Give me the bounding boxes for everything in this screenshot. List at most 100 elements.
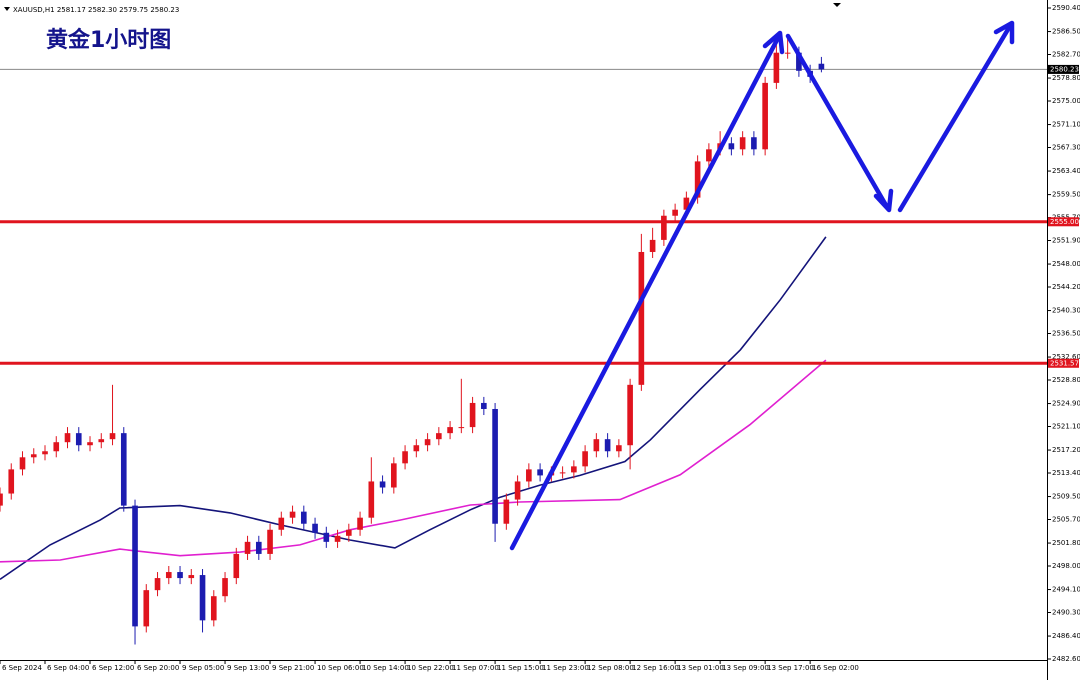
candle-body	[683, 197, 690, 210]
y-tick-label: 2513.40	[1052, 469, 1080, 477]
candle-body	[784, 52, 791, 54]
x-tick-label: 9 Sep 05:00	[182, 664, 224, 672]
candle-body	[143, 590, 150, 627]
y-tick-label: 2521.10	[1052, 423, 1080, 431]
candle-body	[154, 578, 161, 591]
level-label-bg	[1048, 358, 1079, 368]
candle-body	[391, 463, 397, 488]
x-tick-label: 13 Sep 09:00	[722, 664, 769, 672]
y-tick-label: 2563.40	[1052, 167, 1080, 175]
candle-body	[368, 481, 375, 518]
y-tick-label: 2548.00	[1052, 260, 1080, 268]
candle-body	[19, 457, 26, 470]
arrow-head	[762, 30, 785, 55]
y-tick-label: 2536.50	[1052, 330, 1080, 338]
arrow-head	[993, 20, 1015, 45]
moving-average	[0, 359, 827, 563]
y-tick-label: 2567.30	[1052, 144, 1080, 152]
y-tick-label: 2498.00	[1052, 562, 1080, 570]
candle-body	[300, 511, 307, 524]
x-tick-label: 6 Sep 2024	[2, 664, 42, 672]
y-tick-label: 2517.20	[1052, 446, 1080, 454]
current-price-label-bg	[1048, 64, 1079, 74]
plot	[0, 34, 1047, 645]
y-tick-label: 2590.40	[1052, 4, 1080, 12]
candle-body	[582, 451, 588, 467]
x-tick-label: 10 Sep 06:00	[317, 664, 364, 672]
candle-body	[188, 575, 195, 579]
y-tick-label: 2575.00	[1052, 97, 1080, 105]
candle-body	[526, 469, 532, 482]
menu-triangle	[4, 7, 10, 11]
y-tick-label: 2505.70	[1052, 516, 1080, 524]
candle-body	[616, 445, 622, 452]
candle-body	[165, 572, 172, 579]
arrow	[785, 33, 890, 210]
candle-body	[323, 532, 330, 542]
candle-body	[345, 529, 352, 536]
chart-title: 黄金1小时图	[46, 27, 171, 53]
candle-body	[706, 149, 712, 162]
candle-body	[739, 137, 746, 150]
x-tick-label: 10 Sep 22:00	[407, 664, 454, 672]
y-tick-label: 2586.50	[1052, 28, 1080, 36]
x-tick-label: 6 Sep 04:00	[47, 664, 89, 672]
level-label-bg	[1048, 217, 1079, 227]
candle-body	[762, 82, 768, 150]
candle-body	[649, 239, 656, 252]
candle-body	[481, 402, 487, 409]
candle-body	[30, 454, 37, 458]
header-info: XAUUSD,H1 2581.17 2582.30 2579.75 2580.2…	[13, 6, 179, 14]
x-tick-label: 9 Sep 21:00	[272, 664, 314, 672]
candle-body	[773, 52, 780, 83]
y-tick-label: 2544.20	[1052, 283, 1080, 291]
candle-body	[177, 572, 183, 579]
x-tick-label: 9 Sep 13:00	[227, 664, 269, 672]
candle-body	[751, 137, 757, 150]
y-tick-label: 2578.80	[1052, 74, 1080, 82]
candle-body	[424, 439, 431, 446]
level-label: 2555.00	[1050, 218, 1079, 226]
candle-body	[98, 439, 105, 443]
candle-body	[334, 535, 341, 542]
y-tick-label: 2494.10	[1052, 586, 1080, 594]
candle-body	[447, 427, 453, 434]
x-tick-label: 11 Sep 23:00	[542, 664, 589, 672]
x-tick-label: 12 Sep 08:00	[587, 664, 634, 672]
candle-body	[53, 442, 60, 452]
candle-body	[627, 384, 633, 446]
y-tick-label: 2540.30	[1052, 307, 1080, 315]
moving-average	[0, 236, 827, 580]
y-tick-label: 2551.90	[1052, 237, 1080, 245]
candle-body	[469, 402, 476, 428]
candle-body	[436, 433, 442, 440]
candle-body	[278, 517, 285, 530]
candle-body	[559, 472, 566, 474]
candle-body	[312, 523, 318, 533]
x-tick-label: 11 Sep 07:00	[452, 664, 499, 672]
candle-body	[0, 493, 3, 506]
y-tick-label: 2501.80	[1052, 539, 1080, 547]
x-tick-label: 10 Sep 14:00	[362, 664, 409, 672]
candle-body	[75, 433, 82, 446]
y-tick-label: 2582.70	[1052, 51, 1080, 59]
arrow	[897, 23, 1013, 213]
candle-body	[357, 517, 363, 530]
y-tick-label: 2490.30	[1052, 609, 1080, 617]
candle-body	[109, 433, 116, 440]
candle-body	[413, 445, 420, 452]
shift-marker	[833, 3, 841, 7]
x-tick-label: 16 Sep 02:00	[812, 664, 859, 672]
level-label: 2531.57	[1050, 359, 1079, 367]
y-tick-label: 2559.50	[1052, 191, 1080, 199]
candle-body	[8, 469, 15, 494]
candle-body	[87, 442, 93, 446]
arrow	[509, 35, 781, 551]
candle-body	[672, 209, 678, 216]
candle-body	[604, 439, 611, 452]
candle-body	[222, 578, 228, 597]
candle-body	[537, 469, 543, 476]
